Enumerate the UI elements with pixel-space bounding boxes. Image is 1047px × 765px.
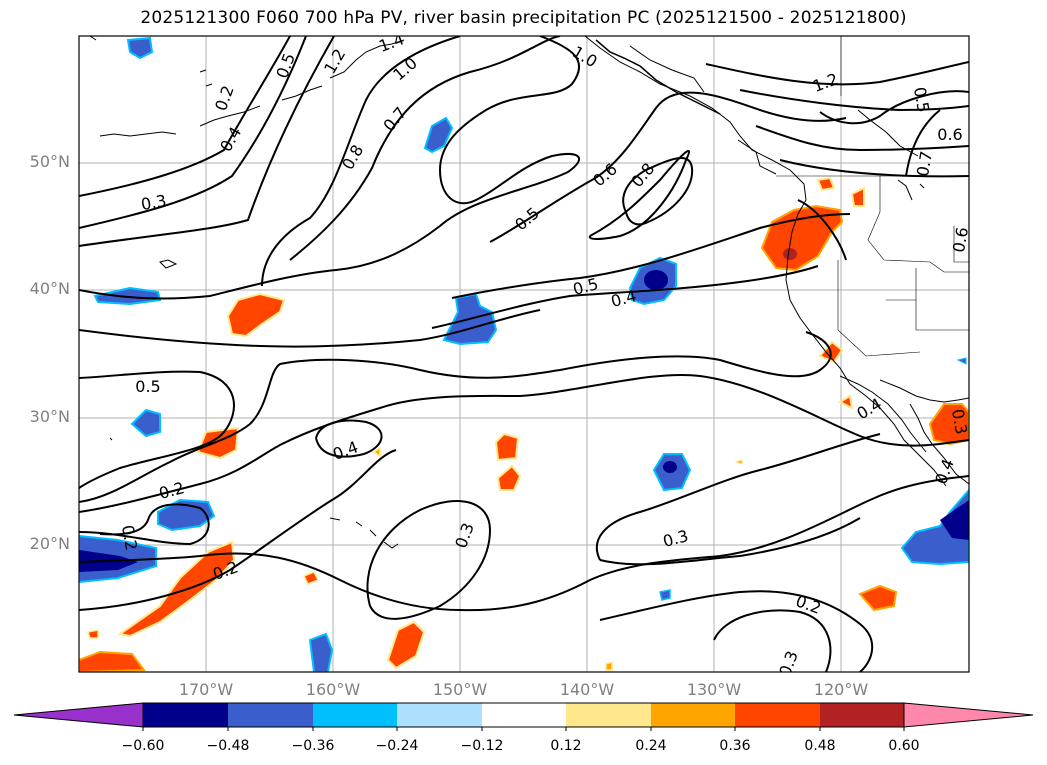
- precip-blob: [816, 176, 836, 192]
- contour-label: 0.3: [140, 191, 168, 214]
- colorbar-outline: [142, 702, 905, 728]
- lon-label-140w: 140°W: [559, 680, 615, 699]
- colorbar-extend-right: [903, 702, 1034, 728]
- precip-blob: [372, 446, 381, 458]
- precip-blob: [496, 464, 522, 491]
- colorbar-segment: [566, 703, 651, 727]
- precip-blob: [196, 426, 240, 460]
- precip-blob: [956, 357, 967, 365]
- colorbar-extend-left: [13, 702, 144, 728]
- contour-label: 0.6: [949, 226, 972, 254]
- colorbar: [13, 702, 1034, 731]
- colorbar-tick-label: −0.60: [121, 738, 165, 754]
- precip-positive-blobs: [79, 176, 969, 672]
- precip-blob: [79, 650, 146, 672]
- precip-blob-core: [663, 461, 677, 473]
- precip-blob: [928, 403, 969, 446]
- precip-blob: [494, 432, 520, 462]
- lon-label-130w: 130°W: [686, 680, 742, 699]
- contour-label: 0.2: [118, 524, 141, 552]
- colorbar-tick-label: 0.12: [550, 738, 582, 754]
- political-borders: [776, 36, 969, 357]
- gridlines: [79, 36, 969, 672]
- colorbar-tick-label: −0.48: [206, 738, 250, 754]
- map-area: 0.5 1.4 1.2 1.0 0.2 0.4 0.7 0.8 0.3 1.0 …: [79, 36, 972, 678]
- lat-label-50n: 50°N: [29, 152, 70, 171]
- colorbar-segment: [482, 703, 566, 727]
- precip-blob: [302, 571, 320, 585]
- contour-label: 0.3: [948, 408, 971, 436]
- contour-label: 0.5: [135, 377, 160, 396]
- colorbar-tick-label: −0.24: [375, 738, 419, 754]
- colorbar-tick-label: −0.36: [291, 738, 335, 754]
- precip-blob: [87, 629, 99, 639]
- colorbar-segment: [651, 703, 735, 727]
- colorbar-segment: [228, 703, 313, 727]
- pv-contours: [79, 36, 969, 672]
- contour-label: 0.7: [913, 150, 936, 178]
- precip-blob: [940, 500, 969, 540]
- colorbar-tick-label: 0.24: [635, 738, 667, 754]
- lat-label-20n: 20°N: [29, 534, 70, 553]
- lon-label-120w: 120°W: [813, 680, 869, 699]
- precip-blob-core: [644, 270, 668, 290]
- precip-blob: [386, 620, 426, 670]
- colorbar-tick-label: −0.12: [460, 738, 504, 754]
- colorbar-segment: [143, 703, 228, 727]
- precip-blob: [117, 540, 236, 638]
- precip-blob: [605, 660, 613, 671]
- colorbar-segment: [735, 703, 820, 727]
- lat-label-30n: 30°N: [29, 407, 70, 426]
- precip-blob: [130, 408, 161, 438]
- precip-blob: [900, 488, 969, 566]
- precip-blob-core: [783, 248, 797, 260]
- colorbar-tick-label: 0.36: [719, 738, 751, 754]
- precip-blob: [226, 292, 286, 338]
- colorbar-segment: [820, 703, 904, 727]
- contour-label: 0.6: [937, 125, 962, 144]
- colorbar-tick-label: 0.60: [888, 738, 920, 754]
- colorbar-segment: [397, 703, 482, 727]
- precip-blob: [858, 584, 898, 612]
- map-title: 2025121300 F060 700 hPa PV, river basin …: [140, 8, 907, 28]
- lon-label-170w: 170°W: [178, 680, 234, 699]
- precip-blob: [308, 632, 334, 672]
- contour-label: 0.3: [775, 648, 802, 678]
- colorbar-segment: [313, 703, 397, 727]
- lon-label-160w: 160°W: [305, 680, 361, 699]
- map-frame: [78, 35, 970, 673]
- precip-blob: [126, 36, 154, 60]
- colorbar-tick-label: 0.48: [804, 738, 836, 754]
- lat-label-40n: 40°N: [29, 279, 70, 298]
- precip-blob: [423, 116, 454, 154]
- precip-blob: [734, 459, 743, 465]
- lon-label-150w: 150°W: [432, 680, 488, 699]
- precip-blob: [850, 186, 865, 207]
- precip-blob: [837, 394, 854, 410]
- precip-blob: [659, 589, 671, 601]
- contour-label: 0.5: [910, 86, 933, 114]
